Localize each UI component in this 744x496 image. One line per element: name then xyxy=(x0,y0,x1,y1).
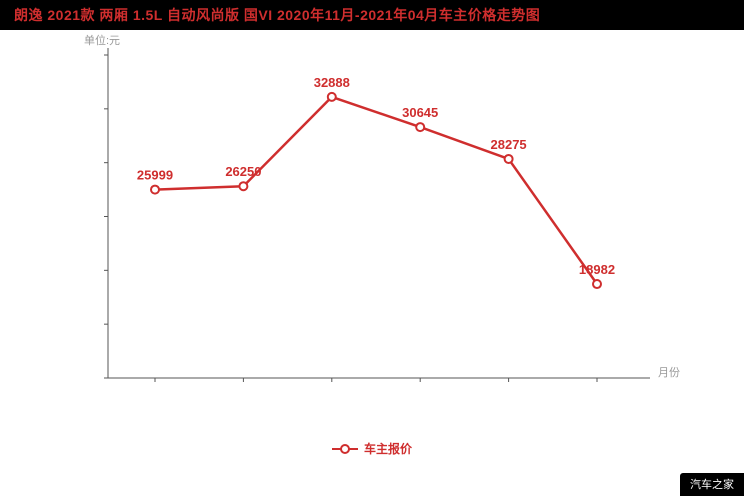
data-label: 30645 xyxy=(402,105,438,120)
data-label: 32888 xyxy=(314,75,350,90)
data-label: 28275 xyxy=(491,137,527,152)
data-point[interactable] xyxy=(592,279,602,290)
data-point[interactable] xyxy=(503,153,514,164)
chart-title-bar: 朗逸 2021款 两厢 1.5L 自动风尚版 国VI 2020年11月-2021… xyxy=(0,0,744,30)
data-label: 18982 xyxy=(579,262,615,277)
data-point[interactable] xyxy=(326,91,337,102)
y-axis-unit-label: 单位:元 xyxy=(84,35,121,47)
chart-title: 朗逸 2021款 两厢 1.5L 自动风尚版 国VI 2020年11月-2021… xyxy=(14,7,541,23)
chart-legend[interactable]: 车主报价 xyxy=(0,440,744,457)
data-point[interactable] xyxy=(238,181,249,192)
x-axis-end-label: 月份 xyxy=(658,367,680,379)
price-trend-chart: 25999 26250 32888 30645 28275 18982 xyxy=(104,48,650,382)
site-watermark: 汽车之家 xyxy=(680,473,744,496)
data-point[interactable] xyxy=(150,184,160,195)
data-label: 26250 xyxy=(225,164,261,179)
legend-line-marker-icon xyxy=(331,443,358,454)
legend-label: 车主报价 xyxy=(363,442,412,456)
series-line xyxy=(153,95,599,286)
data-point[interactable] xyxy=(415,122,426,133)
data-label: 25999 xyxy=(137,168,173,183)
